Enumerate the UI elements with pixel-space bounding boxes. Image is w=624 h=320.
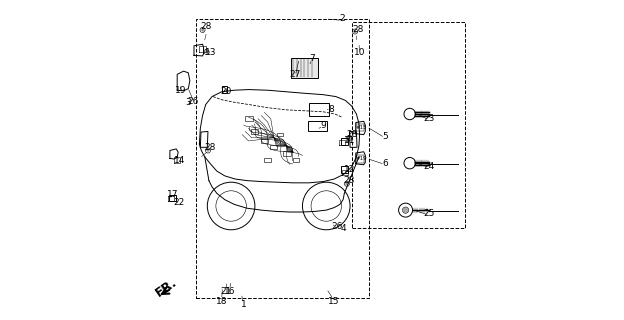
Text: FR.: FR. <box>153 276 179 300</box>
Text: 26: 26 <box>332 222 343 231</box>
Text: 5: 5 <box>382 132 388 141</box>
Circle shape <box>402 207 409 213</box>
Bar <box>309 103 329 116</box>
Text: 3: 3 <box>185 99 191 108</box>
Text: 15: 15 <box>328 297 339 306</box>
Text: 28: 28 <box>346 130 358 139</box>
Text: 27: 27 <box>289 70 300 79</box>
Bar <box>196 19 369 298</box>
Text: #15: #15 <box>356 125 367 130</box>
Bar <box>356 155 364 163</box>
Bar <box>341 138 348 145</box>
Text: 28: 28 <box>353 25 364 35</box>
Text: 4: 4 <box>340 224 346 233</box>
Text: 23: 23 <box>424 114 435 123</box>
Text: 18: 18 <box>216 297 227 306</box>
Text: 11: 11 <box>344 136 355 146</box>
Text: 17: 17 <box>167 190 178 199</box>
Text: 28: 28 <box>204 143 215 152</box>
Text: 22: 22 <box>173 198 185 207</box>
Bar <box>270 145 278 149</box>
Text: 25: 25 <box>424 209 435 219</box>
Bar <box>168 195 175 201</box>
Bar <box>222 86 227 93</box>
Text: 9: 9 <box>320 121 326 130</box>
Bar <box>356 124 364 132</box>
Text: 24: 24 <box>424 162 435 171</box>
Text: 8: 8 <box>328 105 334 114</box>
Text: 28: 28 <box>344 176 355 185</box>
Bar <box>341 166 348 173</box>
Text: 20: 20 <box>221 87 232 96</box>
Text: 12: 12 <box>344 165 355 174</box>
Text: 26: 26 <box>187 97 198 106</box>
Bar <box>264 158 271 162</box>
Text: #19: #19 <box>356 156 367 161</box>
Text: 7: 7 <box>309 54 315 63</box>
Bar <box>283 151 291 156</box>
Text: 14: 14 <box>173 156 185 164</box>
Text: 6: 6 <box>382 159 388 168</box>
Text: 21: 21 <box>220 287 232 296</box>
Bar <box>245 116 253 121</box>
Bar <box>261 139 268 143</box>
Text: 10: 10 <box>354 48 365 57</box>
Bar <box>251 129 258 133</box>
Bar <box>352 22 466 228</box>
Bar <box>293 158 300 162</box>
Text: 1: 1 <box>241 300 246 309</box>
Text: 28: 28 <box>200 22 212 31</box>
Bar <box>308 121 326 131</box>
Text: 19: 19 <box>175 86 186 95</box>
Text: 16: 16 <box>224 287 235 296</box>
Bar <box>291 59 318 77</box>
Text: 13: 13 <box>205 48 217 57</box>
Bar <box>278 133 283 136</box>
Text: 2: 2 <box>339 14 345 23</box>
